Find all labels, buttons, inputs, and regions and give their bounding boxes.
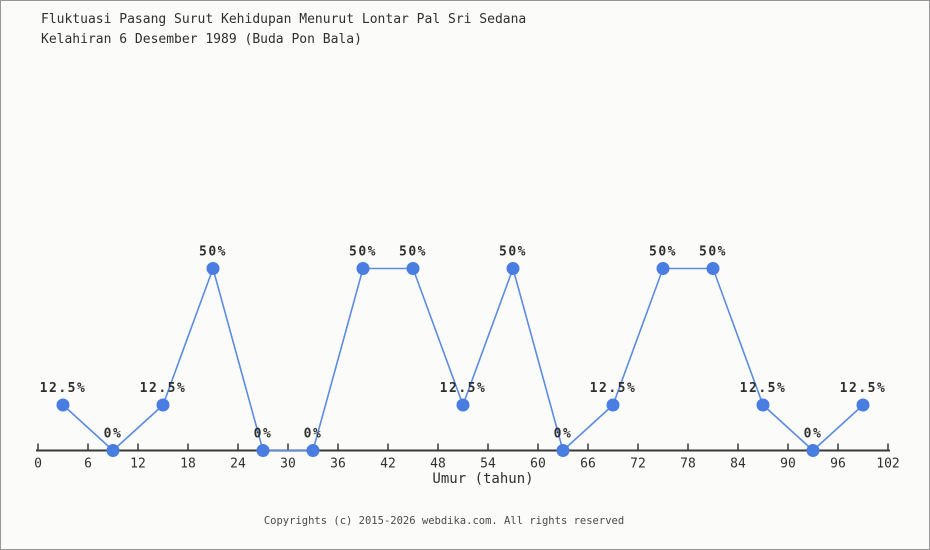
data-point-label: 12.5% (840, 381, 887, 396)
data-point-label: 12.5% (740, 381, 787, 396)
x-tick-label: 66 (580, 457, 596, 472)
data-point-label: 50% (499, 245, 527, 260)
x-tick-label: 18 (180, 457, 196, 472)
x-tick-label: 42 (380, 457, 396, 472)
x-tick-label: 96 (830, 457, 846, 472)
copyright-footer: Copyrights (c) 2015-2026 webdika.com. Al… (263, 515, 625, 527)
data-point-marker (306, 444, 320, 457)
data-point-label: 12.5% (590, 381, 637, 396)
data-point-marker (256, 444, 270, 457)
data-point-label: 50% (349, 245, 377, 260)
data-point-marker (106, 444, 120, 457)
series-line (62, 265, 864, 452)
x-tick-label: 24 (230, 457, 246, 472)
data-point-marker (556, 444, 570, 457)
x-tick-label: 6 (84, 457, 92, 472)
x-tick-label: 72 (630, 457, 646, 472)
data-point-label: 0% (804, 427, 823, 442)
data-point-label: 12.5% (140, 381, 187, 396)
data-point-marker (156, 398, 170, 412)
data-point-label: 50% (699, 245, 727, 260)
data-point-marker (806, 444, 820, 457)
data-point-label: 0% (254, 427, 273, 442)
x-tick-label: 54 (480, 457, 496, 472)
x-tick-label: 30 (280, 457, 296, 472)
x-tick-label: 0 (34, 457, 42, 472)
x-tick-label: 84 (730, 457, 746, 472)
data-point-marker (356, 262, 370, 275)
data-point-label: 50% (399, 245, 427, 260)
x-tick-label: 36 (330, 457, 346, 472)
chart-subtitle: Kelahiran 6 Desember 1989 (Buda Pon Bala… (41, 32, 362, 47)
x-tick-label: 90 (780, 457, 796, 472)
data-point-marker (856, 398, 870, 412)
data-point-marker (406, 262, 420, 275)
data-point-marker (756, 398, 770, 412)
data-point-label: 12.5% (40, 381, 87, 396)
data-point-marker (56, 398, 70, 412)
data-point-label: 0% (304, 427, 323, 442)
x-tick-label: 60 (530, 457, 546, 472)
x-tick-label: 48 (430, 457, 446, 472)
data-point-marker (206, 262, 220, 275)
x-tick-label: 102 (876, 457, 899, 472)
data-point-label: 50% (649, 245, 677, 260)
data-point-marker (656, 262, 670, 275)
x-tick-label: 12 (130, 457, 146, 472)
data-point-marker (606, 398, 620, 412)
x-tick-label: 78 (680, 457, 696, 472)
chart-title: Fluktuasi Pasang Surut Kehidupan Menurut… (41, 12, 527, 27)
data-point-marker (706, 262, 720, 275)
data-point-label: 12.5% (440, 381, 487, 396)
data-point-marker (506, 262, 520, 275)
data-point-label: 0% (554, 427, 573, 442)
data-point-label: 50% (199, 245, 227, 260)
x-axis-title: Umur (tahun) (432, 471, 534, 487)
data-point-marker (456, 398, 470, 412)
data-point-label: 0% (104, 427, 123, 442)
